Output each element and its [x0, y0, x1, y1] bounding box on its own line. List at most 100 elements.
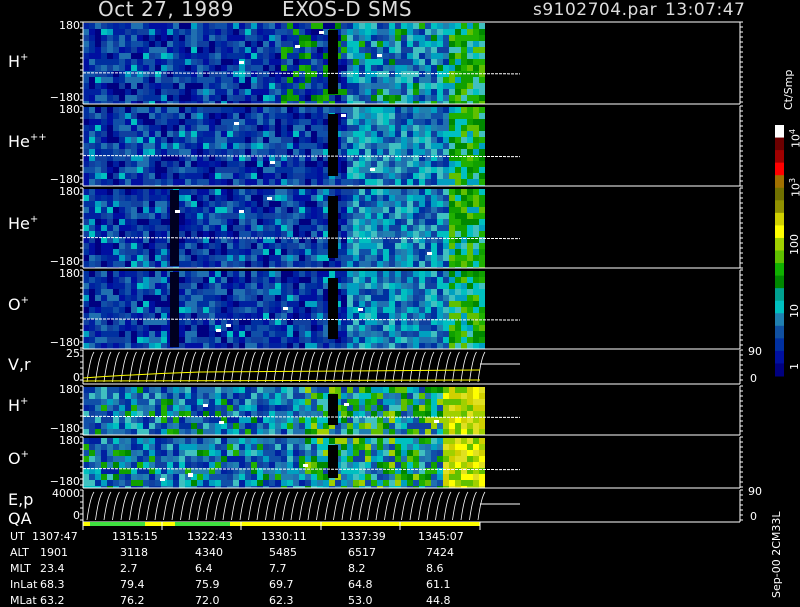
- heatmap-cell: [365, 189, 371, 195]
- heatmap-cell: [197, 23, 203, 29]
- heatmap-cell: [155, 179, 161, 185]
- heatmap-cell: [185, 271, 191, 277]
- heatmap-cell: [209, 417, 215, 423]
- heatmap-cell: [383, 213, 389, 219]
- heatmap-cell: [113, 387, 119, 393]
- heatmap-cell: [113, 331, 119, 337]
- heatmap-cell: [341, 480, 347, 486]
- heatmap-cell: [239, 219, 245, 225]
- heatmap-cell: [323, 438, 329, 444]
- heatmap-cell: [335, 23, 341, 29]
- heatmap-cell: [383, 219, 389, 225]
- heatmap-cell: [167, 107, 173, 113]
- heatmap-cell: [203, 337, 209, 343]
- heatmap-cell: [347, 179, 353, 185]
- heatmap-cell: [143, 83, 149, 89]
- heatmap-cell: [263, 95, 269, 101]
- heatmap-cell: [341, 29, 347, 35]
- heatmap-cell: [479, 47, 485, 53]
- heatmap-cell: [167, 399, 173, 405]
- heatmap-cell: [233, 474, 239, 480]
- heatmap-cell: [383, 474, 389, 480]
- heatmap-cell: [107, 113, 113, 119]
- heatmap-cell: [341, 325, 347, 331]
- heatmap-cell: [197, 261, 203, 267]
- heatmap-cell: [257, 480, 263, 486]
- heatmap-cell: [449, 249, 455, 255]
- heatmap-cell: [389, 399, 395, 405]
- heatmap-cell: [275, 207, 281, 213]
- heatmap-cell: [119, 444, 125, 450]
- heatmap-cell: [275, 213, 281, 219]
- heatmap-cell: [263, 343, 269, 349]
- heatmap-cell: [413, 429, 419, 435]
- heatmap-cell: [233, 107, 239, 113]
- heatmap-cell: [215, 283, 221, 289]
- heatmap-cell: [185, 53, 191, 59]
- high-count-mark: [267, 197, 272, 200]
- heatmap-cell: [287, 393, 293, 399]
- heatmap-cell: [197, 295, 203, 301]
- heatmap-cell: [347, 261, 353, 267]
- heatmap-cell: [167, 149, 173, 155]
- heatmap-cell: [461, 313, 467, 319]
- heatmap-cell: [383, 283, 389, 289]
- heatmap-cell: [413, 337, 419, 343]
- heatmap-cell: [437, 77, 443, 83]
- heatmap-cell: [347, 337, 353, 343]
- heatmap-cell: [131, 474, 137, 480]
- heatmap-cell: [143, 423, 149, 429]
- heatmap-cell: [305, 53, 311, 59]
- heatmap-cell: [401, 161, 407, 167]
- heatmap-cell: [179, 243, 185, 249]
- heatmap-cell: [431, 125, 437, 131]
- heatmap-cell: [269, 131, 275, 137]
- heatmap-cell: [125, 456, 131, 462]
- high-count-mark: [427, 252, 432, 255]
- heatmap-cell: [389, 337, 395, 343]
- heatmap-cell: [275, 313, 281, 319]
- heatmap-cell: [281, 261, 287, 267]
- heatmap-cell: [149, 393, 155, 399]
- heatmap-cell: [125, 313, 131, 319]
- heatmap-cell: [401, 225, 407, 231]
- heatmap-cell: [251, 301, 257, 307]
- heatmap-cell: [239, 173, 245, 179]
- heatmap-cell: [317, 331, 323, 337]
- heatmap-cell: [275, 277, 281, 283]
- heatmap-cell: [317, 83, 323, 89]
- heatmap-cell: [419, 337, 425, 343]
- heatmap-cell: [233, 387, 239, 393]
- heatmap-cell: [281, 65, 287, 71]
- heatmap-cell: [131, 313, 137, 319]
- heatmap-cell: [263, 417, 269, 423]
- heatmap-cell: [101, 189, 107, 195]
- heatmap-cell: [329, 387, 335, 393]
- heatmap-cell: [413, 313, 419, 319]
- heatmap-cell: [203, 41, 209, 47]
- heatmap-cell: [437, 131, 443, 137]
- heatmap-cell: [449, 195, 455, 201]
- heatmap-cell: [401, 271, 407, 277]
- heatmap-cell: [125, 119, 131, 125]
- heatmap-cell: [155, 249, 161, 255]
- heatmap-cell: [317, 429, 323, 435]
- heatmap-cell: [155, 456, 161, 462]
- heatmap-cell: [89, 331, 95, 337]
- heatmap-cell: [443, 219, 449, 225]
- heatmap-cell: [173, 65, 179, 71]
- heatmap-cell: [305, 125, 311, 131]
- heatmap-cell: [419, 131, 425, 137]
- heatmap-cell: [89, 173, 95, 179]
- heatmap-cell: [155, 337, 161, 343]
- heatmap-cell: [209, 423, 215, 429]
- heatmap-cell: [263, 450, 269, 456]
- heatmap-cell: [425, 137, 431, 143]
- heatmap-cell: [407, 29, 413, 35]
- heatmap-cell: [473, 41, 479, 47]
- heatmap-cell: [113, 161, 119, 167]
- heatmap-cell: [125, 417, 131, 423]
- heatmap-cell: [107, 405, 113, 411]
- heatmap-cell: [359, 173, 365, 179]
- heatmap-cell: [443, 325, 449, 331]
